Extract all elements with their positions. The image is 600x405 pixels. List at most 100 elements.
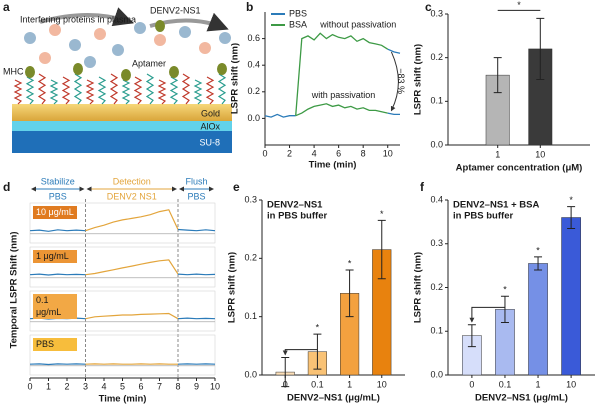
x-tick-label: 10 — [535, 149, 545, 159]
aptamer — [49, 79, 59, 105]
phase-name: Detection — [113, 176, 151, 186]
trace-label: PBS — [36, 339, 54, 349]
label: Interfering proteins in plasma — [20, 14, 136, 24]
aptamer — [121, 79, 131, 105]
interfering-protein — [199, 42, 211, 54]
significance: * — [517, 0, 521, 10]
bar — [528, 263, 548, 376]
x-tick-label: 6 — [138, 381, 143, 391]
x-tick-label: 0 — [283, 379, 288, 389]
aptamer — [193, 79, 203, 105]
x-tick-label: 0.1 — [499, 379, 512, 389]
reference-arrow — [282, 349, 318, 356]
interfering-protein — [154, 34, 166, 46]
y-axis-label: LSPR shift (nm) — [413, 252, 424, 323]
data-line — [295, 32, 389, 116]
aptamer — [181, 73, 191, 105]
y-tick-label: 0.4 — [430, 194, 443, 204]
x-tick-label: 8 — [175, 381, 180, 391]
significance: * — [503, 285, 507, 295]
y-tick-label: 0.3 — [430, 8, 443, 18]
aptamer — [133, 76, 143, 105]
target-protein — [155, 20, 165, 32]
trace-frame — [29, 290, 216, 332]
error-bar — [493, 57, 502, 94]
interfering-protein — [39, 52, 51, 64]
interfering-protein — [84, 56, 96, 68]
target-protein — [25, 66, 35, 78]
label: SU-8 — [199, 137, 220, 147]
trace-line — [29, 273, 86, 276]
schematic — [12, 7, 232, 153]
y-tick-label: 0.1 — [430, 96, 443, 106]
error-bar — [536, 17, 545, 80]
trace-line — [85, 259, 179, 276]
aptamer — [97, 76, 107, 105]
trace-line — [177, 273, 216, 276]
data-line — [295, 103, 388, 117]
trace-label-box — [33, 294, 77, 319]
trace-frame — [29, 334, 216, 376]
annotation: with passivation — [311, 90, 376, 100]
error-bar — [313, 333, 322, 370]
y-tick-label: 0.1 — [244, 311, 257, 321]
annotation-arrow — [390, 51, 399, 112]
y-tick-label: 0.0 — [244, 369, 257, 379]
significance: * — [569, 195, 573, 205]
x-tick-label: 9 — [194, 381, 199, 391]
x-axis-label: Time (min) — [309, 160, 357, 171]
label: MHC — [3, 66, 24, 76]
y-tick-label: 0.6 — [247, 33, 260, 43]
alox-layer — [12, 121, 232, 131]
x-tick-label: 10 — [210, 381, 220, 391]
aptamer — [217, 73, 227, 105]
error-bar — [377, 219, 386, 280]
trace-frame — [29, 202, 216, 244]
y-axis-label: LSPR shift (nm) — [230, 43, 241, 114]
target-protein — [169, 66, 179, 78]
label: Aptamer — [132, 58, 166, 68]
y-tick-label: 0.2 — [430, 52, 443, 62]
flow-arrow — [39, 7, 134, 27]
y-tick-label: 0.0 — [247, 113, 260, 123]
target-protein — [121, 69, 131, 81]
aptamer — [145, 73, 155, 105]
x-tick-label: 8 — [361, 148, 366, 158]
significance: * — [536, 245, 540, 255]
reference-arrow — [469, 306, 505, 323]
x-tick-label: 0 — [262, 148, 267, 158]
panel-label: d — [3, 180, 10, 194]
gold-layer — [12, 104, 232, 121]
x-tick-label: 1 — [347, 379, 352, 389]
trace-label: 1 μg/mL — [36, 251, 69, 261]
significance: * — [348, 258, 352, 268]
phase-buffer: PBS — [187, 191, 205, 201]
trace-label-box — [33, 250, 77, 263]
x-tick-label: 2 — [287, 148, 292, 158]
y-tick-label: 0.1 — [430, 326, 443, 336]
y-axis-label: LSPR shift (nm) — [413, 44, 424, 115]
x-tick-label: 1 — [536, 379, 541, 389]
x-tick-label: 3 — [83, 381, 88, 391]
interfering-protein — [219, 32, 231, 44]
x-tick-label: 10 — [383, 148, 393, 158]
chart-title: DENV2–NS1 + BSA — [453, 200, 539, 211]
aptamer — [85, 79, 95, 105]
panel-label: e — [233, 180, 240, 194]
x-tick-label: 7 — [157, 381, 162, 391]
aptamer — [73, 73, 83, 105]
trace-label: 10 μg/mL — [36, 207, 74, 217]
data-line — [264, 48, 401, 118]
x-axis-label: DENV2–NS1 (μg/mL) — [475, 393, 568, 404]
annotation: without passivation — [319, 20, 396, 30]
panel-label: c — [425, 0, 432, 14]
trace-line — [177, 317, 216, 320]
phase-buffer: PBS — [49, 191, 67, 201]
phase-name: Flush — [185, 176, 207, 186]
aptamer — [169, 76, 179, 105]
aptamer — [25, 76, 35, 105]
interfering-protein — [49, 24, 61, 36]
chart-title: in PBS buffer — [453, 211, 513, 222]
significance: * — [380, 209, 384, 219]
